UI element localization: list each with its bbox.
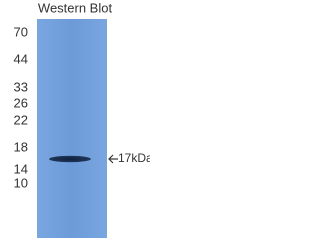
protein-band xyxy=(49,155,91,163)
marker-label: 22 xyxy=(14,112,28,127)
marker-label: 44 xyxy=(14,51,28,66)
marker-label: 26 xyxy=(14,95,28,110)
marker-label: 10 xyxy=(14,175,28,190)
title: Western Blot xyxy=(38,0,113,15)
band-label: 17kDa xyxy=(118,151,150,165)
band-arrowhead xyxy=(108,154,114,164)
marker-label: 70 xyxy=(14,24,28,39)
marker-label: 18 xyxy=(14,139,28,154)
marker-label: 14 xyxy=(14,161,28,176)
marker-label: 33 xyxy=(14,79,28,94)
blot-lane xyxy=(37,19,107,238)
